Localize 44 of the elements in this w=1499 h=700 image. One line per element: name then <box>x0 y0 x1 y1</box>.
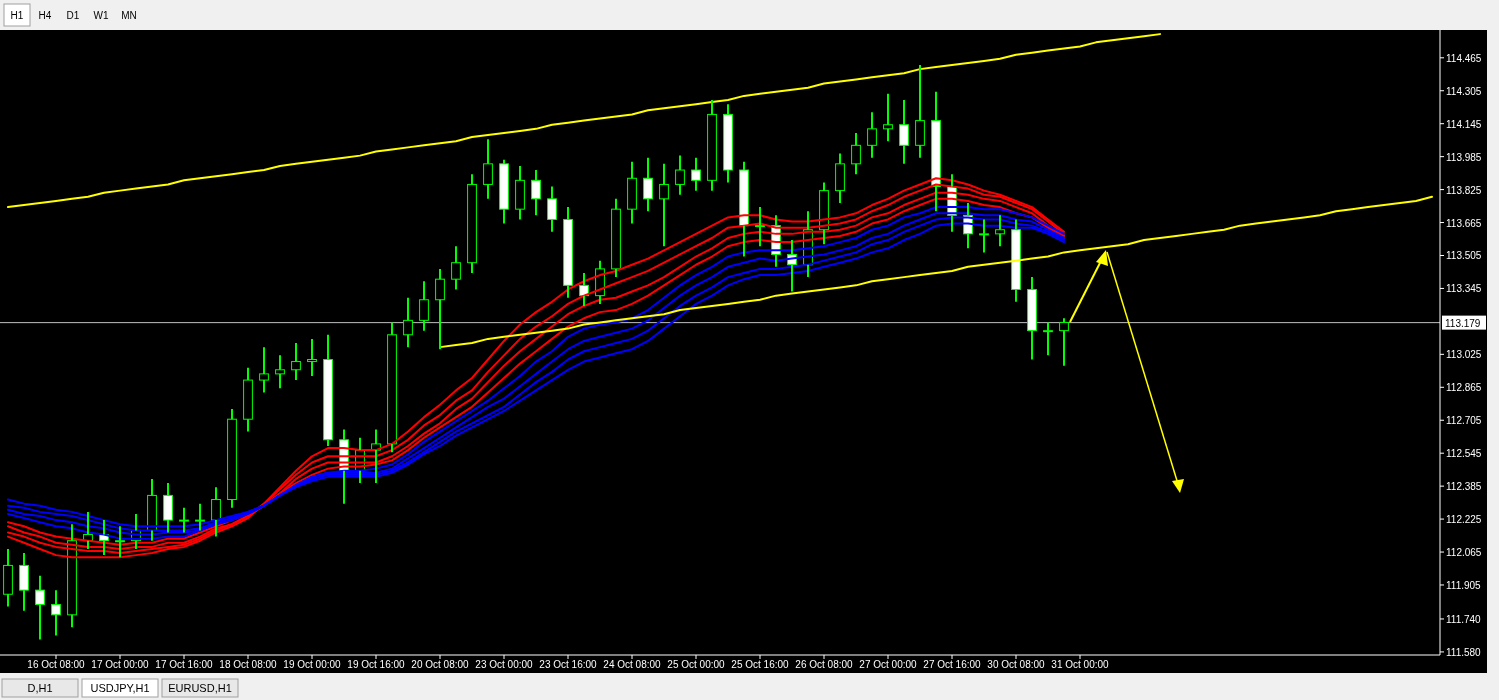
y-tick-label: 112.065 <box>1446 547 1482 559</box>
x-tick-label: 27 Oct 00:00 <box>859 659 918 670</box>
x-tick-label: 20 Oct 08:00 <box>411 659 470 670</box>
y-tick-label: 114.145 <box>1446 118 1482 130</box>
text: D1 <box>66 10 80 21</box>
y-tick-label: 111.740 <box>1446 613 1482 625</box>
x-tick-label: 17 Oct 16:00 <box>155 659 214 670</box>
x-tick-label: 26 Oct 08:00 <box>795 659 854 670</box>
y-tick-label: 113.985 <box>1446 151 1482 163</box>
text: USDJPY,H1 <box>90 682 150 694</box>
y-tick-label: 112.545 <box>1446 448 1482 460</box>
y-tick-label: 112.385 <box>1446 481 1482 493</box>
y-tick-label: 111.905 <box>1446 579 1482 591</box>
text: MN <box>121 10 137 21</box>
x-tick-label: 31 Oct 00:00 <box>1051 659 1110 670</box>
text: D,H1 <box>27 682 53 694</box>
y-tick-label: 113.825 <box>1446 184 1482 196</box>
y-tick-label: 112.705 <box>1446 415 1482 427</box>
x-tick-label: 23 Oct 16:00 <box>539 659 598 670</box>
y-tick-label: 111.580 <box>1446 646 1482 658</box>
text: W1 <box>93 10 109 21</box>
ref-line-label: 113.179 <box>1445 317 1481 329</box>
x-tick-label: 24 Oct 08:00 <box>603 659 662 670</box>
x-tick-label: 30 Oct 08:00 <box>987 659 1046 670</box>
text: EURUSD,H1 <box>168 682 232 694</box>
x-tick-label: 27 Oct 16:00 <box>923 659 982 670</box>
x-tick-label: 16 Oct 08:00 <box>27 659 86 670</box>
x-tick-label: 25 Oct 16:00 <box>731 659 790 670</box>
x-tick-label: 19 Oct 00:00 <box>283 659 342 670</box>
x-tick-label: 23 Oct 00:00 <box>475 659 534 670</box>
x-tick-label: 18 Oct 08:00 <box>219 659 278 670</box>
text: H4 <box>38 10 52 21</box>
text: H1 <box>10 10 24 21</box>
y-tick-label: 114.465 <box>1446 52 1482 64</box>
x-tick-label: 19 Oct 16:00 <box>347 659 406 670</box>
y-tick-label: 113.025 <box>1446 349 1482 361</box>
y-tick-label: 112.865 <box>1446 382 1482 394</box>
x-tick-label: 17 Oct 00:00 <box>91 659 150 670</box>
y-tick-label: 113.505 <box>1446 250 1482 262</box>
y-tick-label: 113.345 <box>1446 283 1482 295</box>
y-tick-label: 113.665 <box>1446 217 1482 229</box>
y-tick-label: 112.225 <box>1446 514 1482 526</box>
y-tick-label: 114.305 <box>1446 85 1482 97</box>
x-tick-label: 25 Oct 00:00 <box>667 659 726 670</box>
